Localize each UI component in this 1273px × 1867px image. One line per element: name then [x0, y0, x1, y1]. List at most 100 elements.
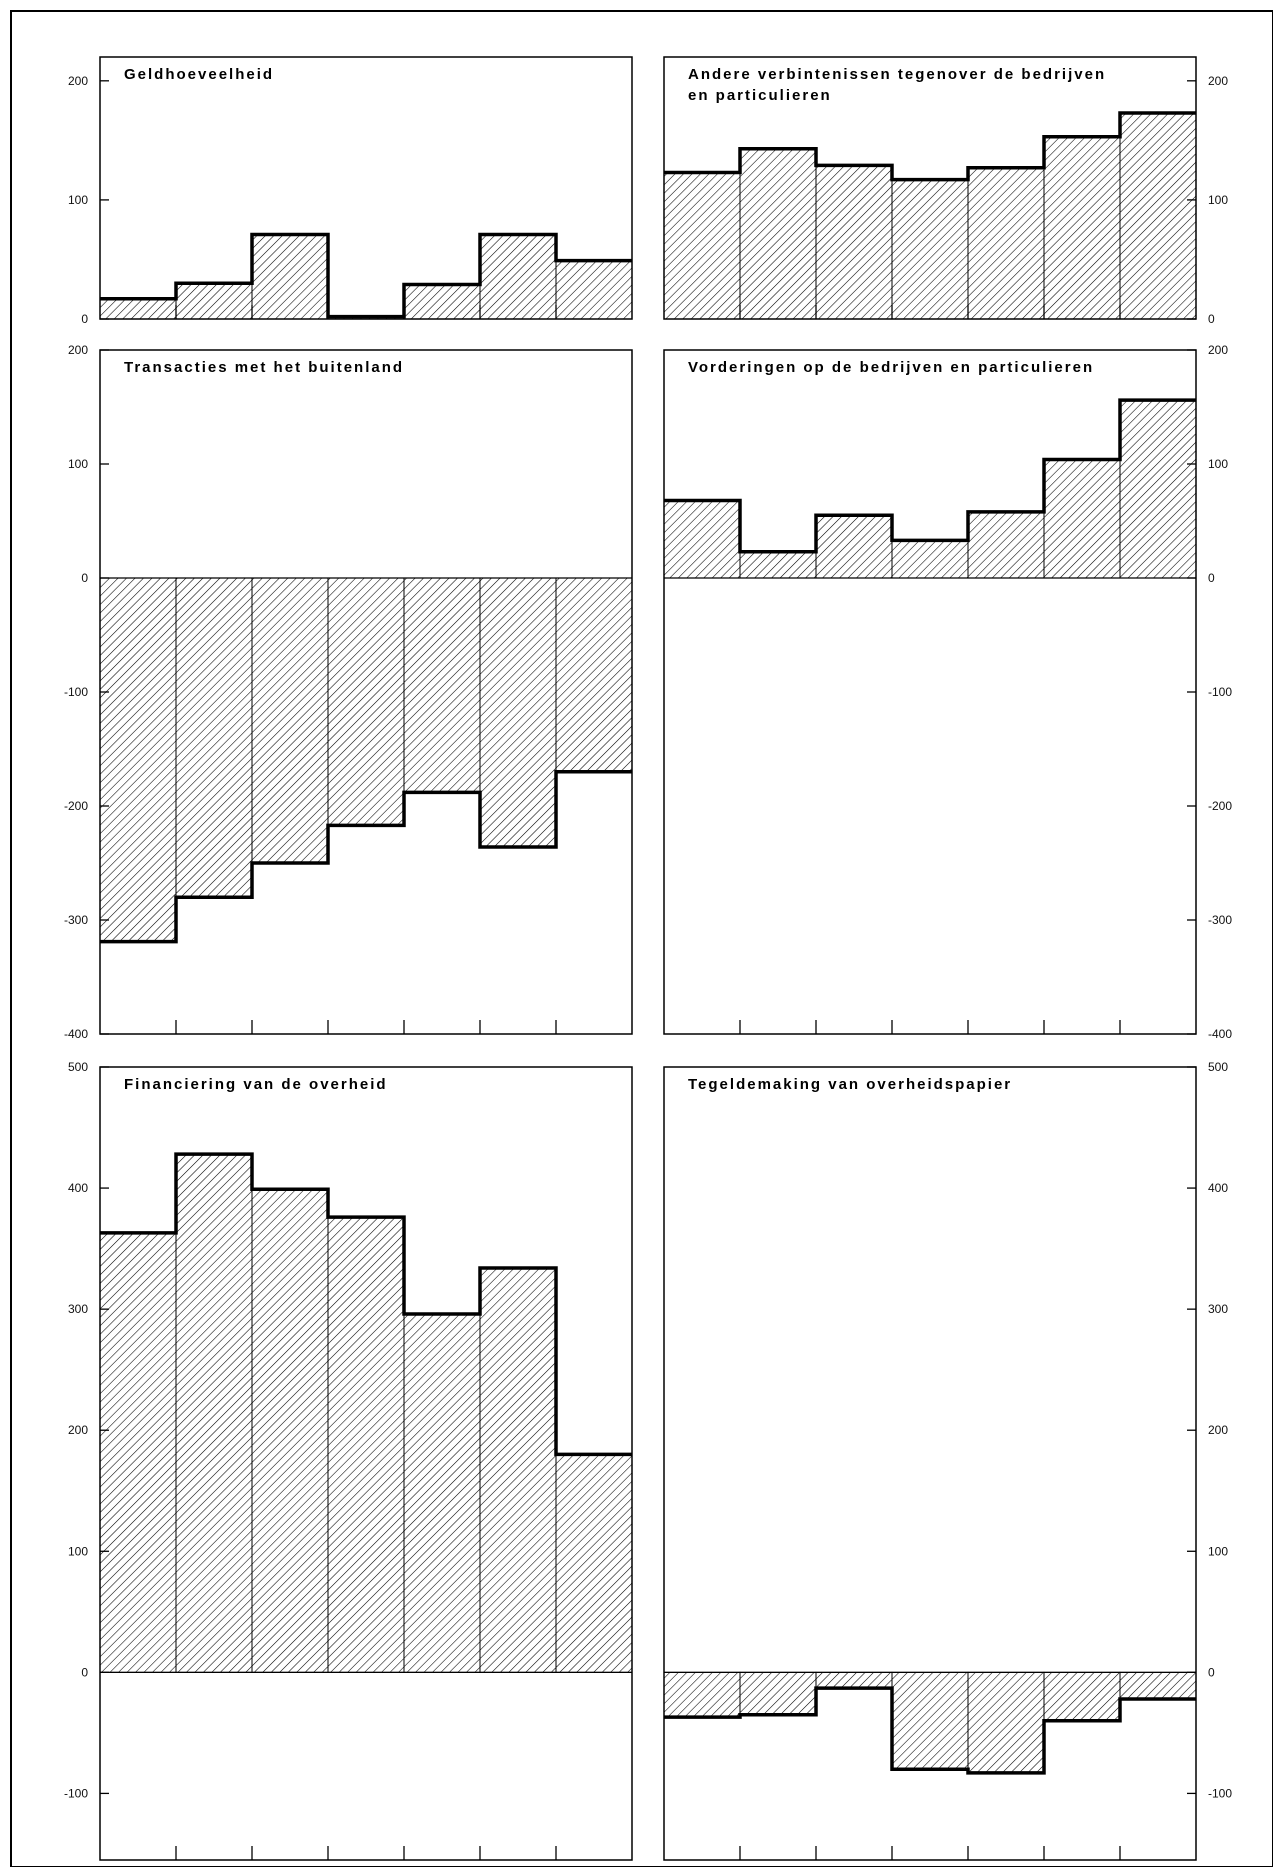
bar-1987	[555, 260, 633, 320]
bar-1982	[175, 577, 253, 898]
panel-title: Financiering van de overheid	[124, 1076, 388, 1093]
y-tick-label: 200	[68, 343, 88, 357]
y-tick-label: -100	[64, 685, 88, 699]
y-tick-label: -100	[64, 1786, 88, 1800]
bar-1982	[739, 551, 817, 579]
y-tick-label: 500	[68, 1060, 88, 1074]
y-tick-label: 100	[68, 193, 88, 207]
y-tick-label: 100	[68, 1544, 88, 1558]
bar-1984	[891, 539, 969, 579]
y-tick-label: 500	[1208, 1060, 1228, 1074]
y-tick-label: 0	[81, 1665, 88, 1679]
y-tick-label: 400	[68, 1181, 88, 1195]
panel-title: Vorderingen op de bedrijven en particuli…	[688, 359, 1094, 376]
bar-1984	[891, 1671, 969, 1770]
bar-1985	[967, 1671, 1045, 1774]
bar-1984	[327, 1216, 405, 1673]
bar-1985	[967, 511, 1045, 579]
bar-1986	[1043, 1671, 1121, 1722]
bar-1981	[99, 1232, 177, 1673]
bar-1981	[663, 172, 741, 320]
bar-1983	[251, 577, 329, 864]
bar-1983	[251, 1188, 329, 1673]
bar-1983	[815, 1671, 893, 1689]
panel-title: Andere verbintenissen tegenover de bedri…	[688, 66, 1106, 83]
series-step-line	[100, 232, 632, 319]
series-step-line	[100, 1152, 632, 1457]
bar-1984	[891, 179, 969, 320]
outer-frame	[10, 10, 1273, 1867]
y-tick-label: 200	[1208, 343, 1228, 357]
y-tick-label: 0	[81, 571, 88, 585]
y-tick-label: -400	[64, 1027, 88, 1041]
y-tick-label: 0	[81, 312, 88, 326]
bar-1986	[1043, 136, 1121, 320]
chart-panel-5: -100010020030040050019811982198319841985…	[64, 1060, 633, 1861]
bar-1987	[1119, 399, 1197, 579]
chart-panel-3: -400 -300 -200 -100 0 100 200 Transacties met h…	[64, 343, 633, 1041]
series-step-line	[100, 770, 632, 944]
y-tick-label: -300	[1208, 913, 1232, 927]
panel-title: Tegeldemaking van overheidspapier	[688, 1076, 1012, 1093]
panel-title: Transacties met het buitenland	[124, 359, 404, 376]
series-step-line	[664, 1686, 1196, 1775]
bar-1982	[175, 1153, 253, 1673]
bar-1987	[1119, 1671, 1197, 1700]
bar-1986	[479, 233, 557, 320]
bar-1986	[1043, 458, 1121, 579]
bar-1986	[479, 577, 557, 848]
y-tick-label: -300	[64, 913, 88, 927]
bar-1981	[99, 298, 177, 320]
y-tick-label: -100	[1208, 1786, 1232, 1800]
bar-1981	[99, 577, 177, 943]
bar-1987	[555, 577, 633, 773]
chart-panel-1: 0 100 200 Geldhoeveelheid	[68, 56, 633, 326]
bar-1981	[663, 1671, 741, 1718]
y-tick-label: -400	[1208, 1027, 1232, 1041]
bar-1981	[663, 499, 741, 579]
y-tick-label: 200	[68, 74, 88, 88]
series-step-line	[664, 111, 1196, 182]
y-tick-label: 0	[1208, 1665, 1215, 1679]
panel-frame	[99, 56, 633, 320]
bar-1986	[479, 1267, 557, 1673]
panel-title: Geldhoeveelheid	[124, 66, 274, 83]
y-tick-label: 0	[1208, 312, 1215, 326]
chart-panel-6: -100010020030040050019811982198319841985…	[663, 1060, 1232, 1861]
bar-1982	[175, 282, 253, 320]
panel-frame	[663, 349, 1197, 1035]
y-tick-label: -200	[64, 799, 88, 813]
panel-title: en particulieren	[688, 87, 832, 104]
panel-frame	[99, 1066, 633, 1861]
bar-1985	[403, 283, 481, 320]
bar-1985	[403, 1313, 481, 1673]
series-step-line	[664, 398, 1196, 554]
y-tick-label: 200	[1208, 74, 1228, 88]
y-tick-label: 100	[68, 457, 88, 471]
bar-1987	[555, 1453, 633, 1673]
panel-frame	[663, 56, 1197, 320]
bar-1987	[1119, 112, 1197, 320]
y-tick-label: 300	[1208, 1302, 1228, 1316]
y-tick-label: 400	[1208, 1181, 1228, 1195]
bar-1983	[251, 233, 329, 320]
bar-1982	[739, 1671, 817, 1716]
y-tick-label: 100	[1208, 457, 1228, 471]
bar-1985	[403, 577, 481, 793]
y-tick-label: 200	[68, 1423, 88, 1437]
panel-frame	[663, 1066, 1197, 1861]
y-tick-label: -200	[1208, 799, 1232, 813]
bar-1982	[739, 148, 817, 320]
chart-panel-4: -400 -300 -200 -100 0 100 200 Vorderingen op de…	[663, 343, 1232, 1041]
y-tick-label: 300	[68, 1302, 88, 1316]
y-tick-label: -100	[1208, 685, 1232, 699]
bar-1985	[967, 167, 1045, 320]
y-tick-label: 0	[1208, 571, 1215, 585]
bar-1984	[327, 577, 405, 826]
y-tick-label: 100	[1208, 193, 1228, 207]
bar-1983	[815, 164, 893, 320]
bar-1983	[815, 514, 893, 579]
chart-panel-2: 0 100 200 Andere verbintenissen tegenover d…	[663, 56, 1228, 326]
y-tick-label: 100	[1208, 1544, 1228, 1558]
